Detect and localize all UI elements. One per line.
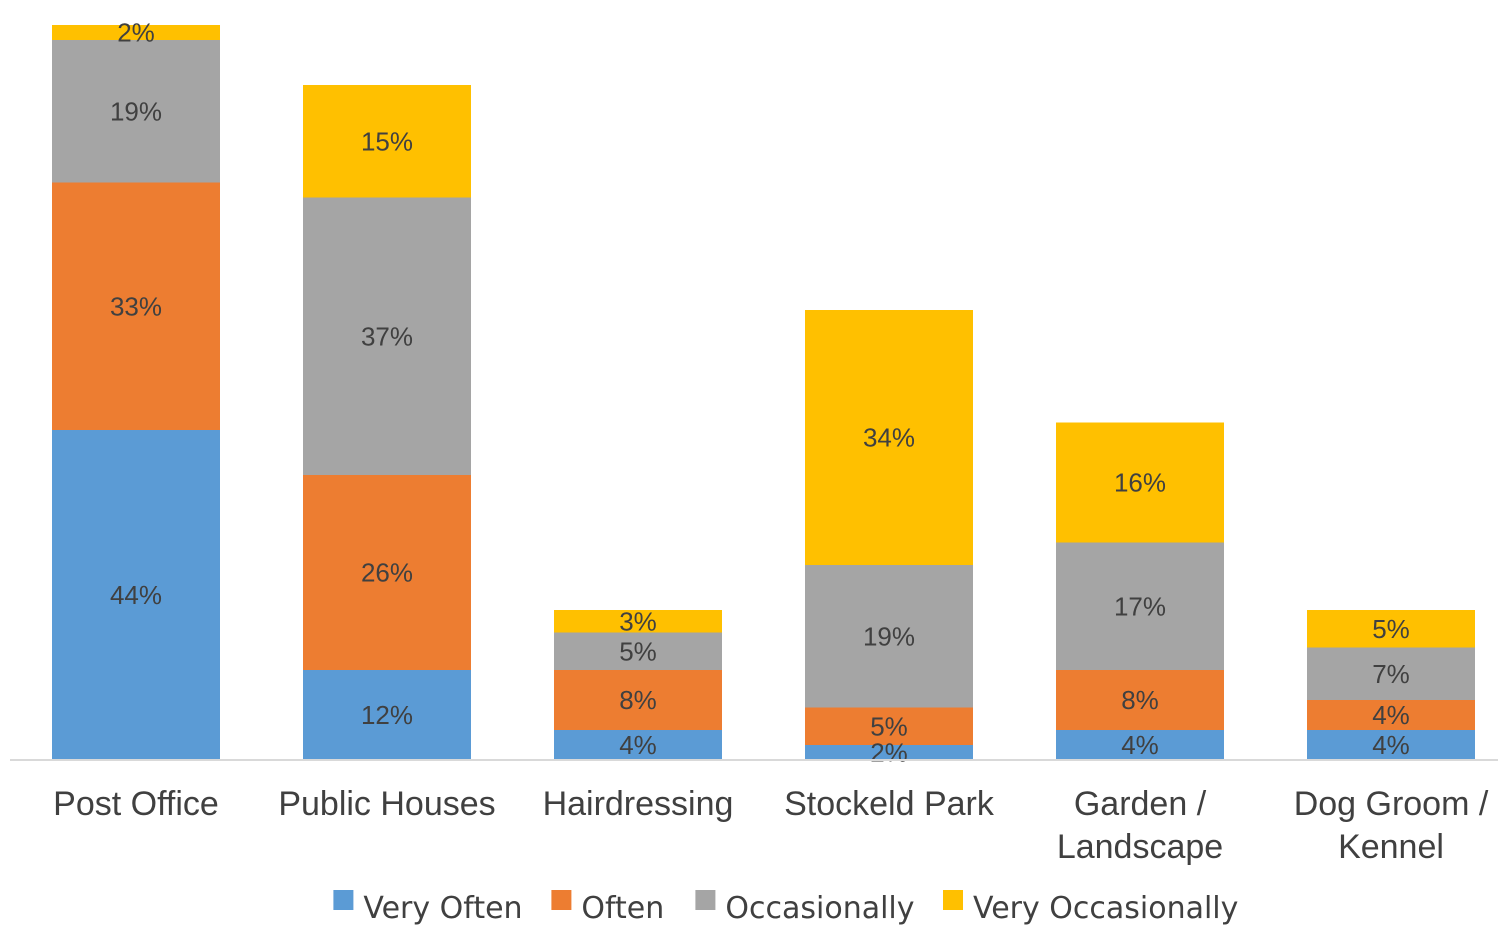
bar-segment (52, 430, 220, 760)
legend-label: Very Occasionally (973, 891, 1238, 926)
bar-segment (805, 310, 973, 565)
bar-segment (52, 25, 220, 40)
bar-segment (1307, 700, 1475, 730)
data-label: 26% (361, 558, 413, 588)
category-label: Public Houses (278, 785, 495, 823)
category-label: Garden / (1074, 785, 1207, 823)
data-label: 12% (361, 700, 413, 730)
category-label: Post Office (53, 785, 219, 823)
bar-segment (1056, 542, 1224, 670)
legend-swatch (333, 890, 354, 910)
bar-segment (1307, 610, 1475, 648)
data-label: 2% (117, 18, 155, 48)
data-label: 8% (619, 685, 657, 715)
bar-segment (1056, 670, 1224, 730)
data-label: 17% (1114, 591, 1166, 621)
bar-segment (303, 475, 471, 670)
category-label: Kennel (1338, 828, 1444, 866)
data-label: 33% (110, 291, 162, 321)
bar-segment (52, 182, 220, 430)
bar-segment (554, 730, 722, 760)
data-label: 16% (1114, 468, 1166, 498)
category-label: Dog Groom / (1294, 785, 1489, 823)
bar-segment (805, 565, 973, 708)
data-label: 7% (1372, 659, 1410, 689)
bar-segment (1056, 422, 1224, 543)
data-label: 4% (1372, 700, 1410, 730)
bar-segment (303, 197, 471, 475)
bar-segment (805, 745, 973, 760)
data-label: 4% (1372, 730, 1410, 760)
bar-segment (1307, 730, 1475, 760)
data-label: 44% (110, 580, 162, 610)
data-label: 3% (619, 606, 657, 636)
data-label: 8% (1121, 685, 1159, 715)
data-label: 4% (619, 730, 657, 760)
legend-swatch (943, 890, 963, 910)
data-label-group: 44%33%19%2%12%26%37%15%4%8%5%3%2%5%19%34… (110, 18, 1410, 768)
category-label: Landscape (1057, 828, 1223, 866)
category-label-group: Post Office Public Houses Hairdressing Stoc… (53, 785, 1489, 866)
bar-group (52, 25, 1475, 760)
data-label: 5% (619, 636, 657, 666)
data-label: 5% (870, 711, 908, 741)
data-label: 5% (1372, 614, 1410, 644)
data-label: 15% (361, 126, 413, 156)
legend-label: Very Often (363, 891, 522, 926)
bar-segment (303, 85, 471, 198)
bar-segment (554, 670, 722, 730)
data-label: 19% (110, 96, 162, 126)
data-label: 34% (863, 423, 915, 453)
data-label: 19% (863, 621, 915, 651)
category-label: Stockeld Park (784, 785, 995, 823)
legend-swatch (551, 890, 572, 910)
bar-segment (554, 632, 722, 670)
bar-segment (554, 610, 722, 633)
category-label: Hairdressing (543, 785, 734, 823)
bar-segment (1056, 730, 1224, 760)
bar-segment (303, 670, 471, 760)
bar-segment (52, 40, 220, 183)
data-label: 37% (361, 321, 413, 351)
bar-segment (1307, 647, 1475, 700)
bar-segment (805, 707, 973, 745)
data-label: 2% (870, 738, 908, 768)
data-label: 4% (1121, 730, 1159, 760)
legend: Very Often Often Occasionally Very Occasion… (333, 890, 1238, 926)
legend-label: Often (581, 891, 664, 926)
legend-label: Occasionally (725, 891, 914, 926)
legend-swatch (695, 890, 716, 910)
